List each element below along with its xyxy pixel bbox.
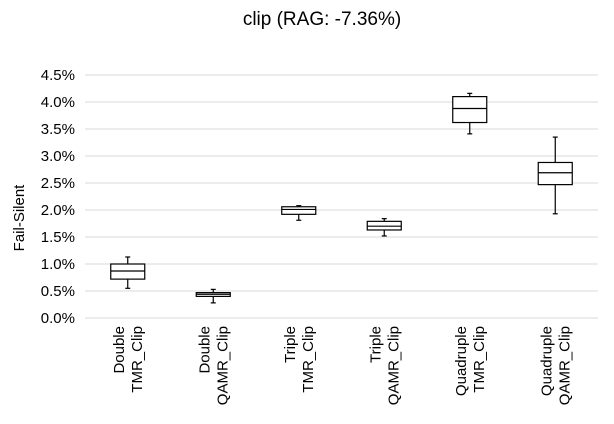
- box-plot-item: [281, 205, 317, 221]
- box-iqr: [281, 206, 317, 215]
- y-tick-label: 0.5%: [41, 283, 75, 300]
- box-iqr: [537, 161, 573, 186]
- x-tick-label-line: TMR_Clip: [129, 326, 146, 393]
- chart-title: clip (RAG: -7.36%): [243, 9, 401, 30]
- y-tick-label: 2.5%: [41, 175, 75, 192]
- x-tick-label-line: Double: [111, 326, 128, 374]
- x-tick-label-line: TMR_Clip: [300, 326, 317, 393]
- x-tick-label-line: Double: [196, 326, 213, 374]
- x-tick-label: TripleQAMR_Clip: [367, 326, 402, 405]
- x-tick-label: DoubleQAMR_Clip: [196, 326, 231, 405]
- gridlines: [85, 74, 598, 319]
- x-tick-label-line: Triple: [367, 326, 384, 363]
- box-plot-item: [110, 256, 146, 289]
- y-tick-label: 3.5%: [41, 121, 75, 138]
- x-tick-label-line: Quadruple: [538, 326, 555, 396]
- x-tick-label-line: TMR_Clip: [471, 326, 488, 393]
- y-tick-label: 4.0%: [41, 94, 75, 111]
- y-axis-label: Fail-Silent: [11, 184, 28, 252]
- box-iqr: [452, 95, 488, 124]
- x-axis-ticks: DoubleTMR_Clip DoubleQAMR_Clip TripleTMR_C…: [111, 326, 574, 405]
- x-tick-label: DoubleTMR_Clip: [111, 326, 146, 393]
- box-plot-item: [195, 288, 231, 304]
- y-tick-label: 4.5%: [41, 67, 75, 84]
- x-tick-label-line: QAMR_Clip: [214, 326, 231, 405]
- box-plot-item: [537, 136, 573, 215]
- x-tick-label-line: QAMR_Clip: [556, 326, 573, 405]
- x-tick-label-line: Triple: [282, 326, 299, 363]
- y-tick-label: 0.0%: [41, 310, 75, 327]
- y-tick-label: 1.0%: [41, 256, 75, 273]
- y-axis-ticks: 0.0% 0.5% 1.0% 1.5% 2.0% 2.5% 3.0% 3.5% 4.0% 4.5%: [41, 67, 75, 327]
- x-tick-label: QuadrupleQAMR_Clip: [538, 326, 573, 405]
- x-tick-label: TripleTMR_Clip: [282, 326, 317, 393]
- x-tick-label-line: Quadruple: [453, 326, 470, 396]
- box-plot-item: [452, 92, 488, 135]
- y-tick-label: 1.5%: [41, 229, 75, 246]
- y-tick-label: 2.0%: [41, 202, 75, 219]
- y-tick-label: 3.0%: [41, 148, 75, 165]
- box-series: [110, 92, 573, 304]
- x-tick-label: QuadrupleTMR_Clip: [453, 326, 488, 396]
- box-plot-item: [366, 218, 402, 237]
- x-tick-label-line: QAMR_Clip: [385, 326, 402, 405]
